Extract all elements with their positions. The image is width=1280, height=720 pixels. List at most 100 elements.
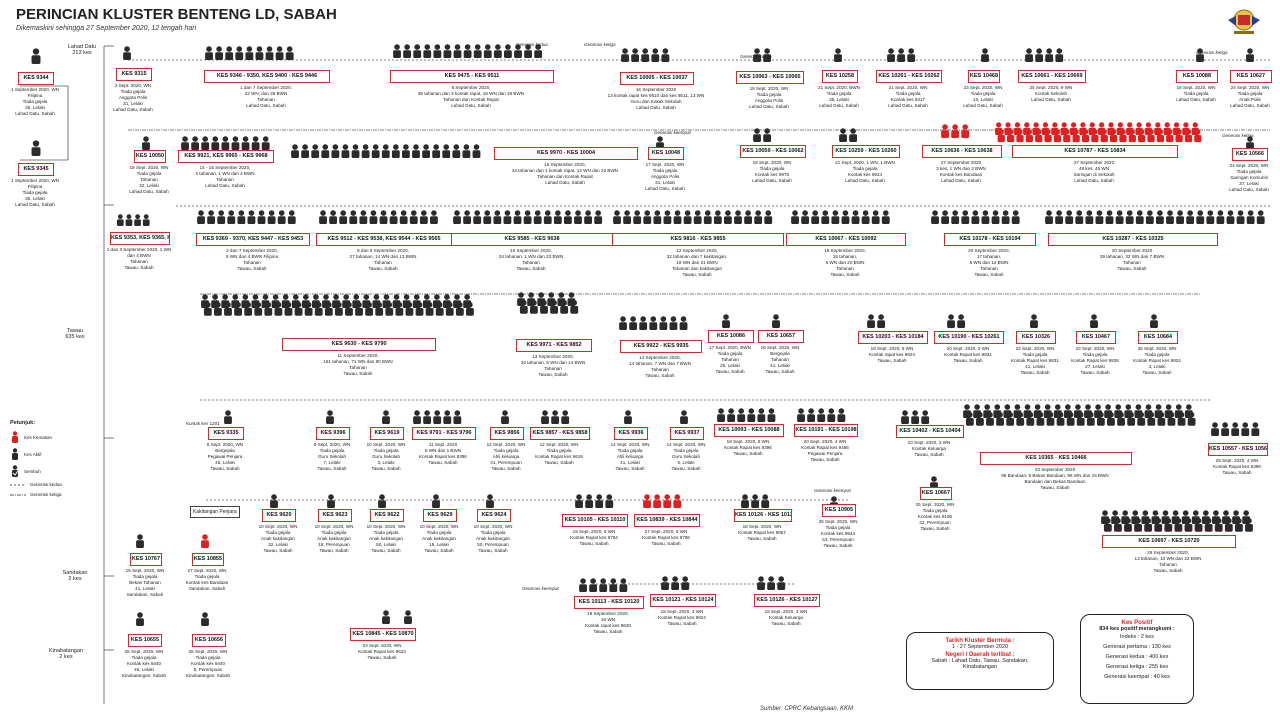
case-description: 10 Sept. 2020, WN Tiada gejala Anak kaki…: [314, 524, 354, 553]
case-description: 18 Sept. 2020, 8 WN Kontak Rapat kes 939…: [724, 439, 772, 456]
case-id-box: KES 10839 - KES 10844: [634, 514, 700, 527]
case-description: 12 Sept. 2020, WN Tiada gejala Ahli kelu…: [486, 442, 526, 471]
person-icon: [274, 301, 283, 316]
case-id-box: KES 10093 - KES 10088: [714, 424, 784, 437]
person-icon: [430, 210, 438, 224]
person-icon: [961, 210, 970, 224]
person-icon: [493, 44, 502, 58]
person-icon: [285, 46, 294, 60]
case-description: 1 dan 7 September 2020, 22 WN, dan 26 BW…: [240, 85, 292, 108]
person-icon: [1166, 210, 1174, 224]
person-icon: [599, 578, 608, 592]
person-icon: [31, 48, 41, 64]
person-icon: [136, 534, 144, 548]
person-icon: [413, 44, 422, 58]
person-icon: [605, 494, 614, 508]
page-subtitle: Dikemaskini sehingga 27 September 2020, …: [16, 25, 197, 32]
person-icon: [1196, 210, 1205, 224]
person-icon: [453, 44, 462, 58]
legend: Petunjuk: Kes Kematian Kes Aktif Sembuh …: [10, 420, 70, 497]
person-icon: [801, 210, 810, 224]
person-icon: [402, 144, 410, 158]
person-icon: [453, 410, 462, 424]
case-id-box: KES 10655: [128, 634, 162, 647]
case-description: 16 September 2020, 34 tahanan dan 1 kont…: [511, 162, 619, 185]
case-description: 18 Sept. 2020, 3 WN Kontak Rapat kes 982…: [658, 609, 706, 626]
person-icon: [777, 576, 786, 590]
person-icon: [1124, 517, 1132, 532]
person-icon: [391, 144, 400, 158]
person-icon: [247, 210, 256, 224]
case-description: 10 September 2020, 34 tahanan, 1 WN dan …: [498, 248, 564, 271]
case-id-box: KES 10566: [1232, 148, 1268, 161]
person-icon: [947, 314, 955, 328]
person-icon: [1211, 422, 1219, 436]
person-icon: [772, 314, 780, 328]
person-icon: [341, 144, 350, 158]
case-description: 21 Sept. 2020, BWN Tiada gejala 35, Lela…: [818, 85, 860, 108]
person-icon: [433, 44, 442, 58]
case-description: 18 September 2020, 16 WN Kontak rapat ke…: [585, 611, 631, 634]
person-icon: [653, 210, 662, 224]
case-id-box: KES 10086: [708, 330, 754, 343]
person-icon: [619, 578, 628, 592]
case-id-box: KES 9937: [670, 427, 704, 440]
person-icon: [1072, 129, 1080, 143]
person-icon: [550, 299, 558, 314]
person-icon: [205, 46, 213, 60]
person-icon: [1107, 411, 1115, 426]
person-icon: [349, 210, 358, 224]
person-icon: [1086, 411, 1095, 426]
person-icon: [579, 578, 587, 592]
crest-icon: [1228, 9, 1260, 34]
person-icon: [1194, 129, 1202, 143]
person-icon: [541, 410, 549, 424]
person-icon: [754, 210, 763, 224]
person-icon: [134, 214, 141, 226]
person-icon: [241, 136, 250, 150]
person-icon: [432, 144, 441, 158]
case-description: 26 September 2020, 13 tahanan, 10 WN dan…: [1134, 550, 1202, 573]
case-description: 23 Sept. 2020, WN Kontak Rapat kes 9623 …: [358, 643, 406, 660]
person-icon: [1056, 411, 1065, 426]
case-id-box: KES 10467: [1076, 331, 1116, 344]
person-icon: [1090, 314, 1098, 328]
case-description: 11 Sept. 2020 5 WN dan 1 BWN Kontak Rapa…: [419, 442, 467, 465]
person-icon: [584, 210, 592, 224]
case-description: 26 Sept. 2020, WN Tiada gejala Kontak Ra…: [1133, 346, 1181, 375]
case-description: 17 Sept. 2020, BWN Tiada gejala Tahanan …: [709, 345, 751, 374]
person-icon: [382, 410, 390, 424]
person-icon: [379, 210, 388, 224]
person-icon: [277, 210, 286, 224]
person-icon: [551, 410, 560, 424]
person-icon: [378, 494, 386, 508]
person-icon: [1186, 210, 1195, 224]
person-icon: [663, 210, 672, 224]
case-description: 10 Sept. 2020, WN Tiada gejala Anak kaki…: [419, 524, 459, 553]
person-icon: [817, 408, 826, 422]
person-icon: [136, 612, 144, 626]
case-description: 27 September 2020 3 kes, 1 WN dan 2 BWN …: [936, 160, 986, 183]
person-icon: [807, 408, 816, 422]
person-icon: [753, 48, 761, 62]
person-icon: [181, 136, 189, 150]
person-icon: [1204, 517, 1213, 532]
person-icon: [1147, 129, 1155, 143]
case-id-box: KES 9620: [262, 509, 296, 522]
person-icon: [395, 301, 404, 316]
case-id-box: KES 10684: [1138, 331, 1178, 344]
person-icon: [941, 124, 949, 138]
person-icon: [327, 494, 335, 508]
person-icon: [201, 534, 209, 548]
person-icon: [734, 210, 742, 224]
person-icon: [473, 44, 482, 58]
person-icon: [681, 576, 690, 590]
case-description: 16 September 2020 13 kontak rapat kes 95…: [607, 87, 705, 110]
person-icon: [941, 210, 950, 224]
case-id-box: KES 10667: [920, 487, 952, 500]
person-icon: [142, 214, 150, 226]
person-icon: [207, 210, 216, 224]
person-icon: [443, 410, 452, 424]
person-icon: [1065, 210, 1074, 224]
person-icon: [365, 301, 374, 316]
